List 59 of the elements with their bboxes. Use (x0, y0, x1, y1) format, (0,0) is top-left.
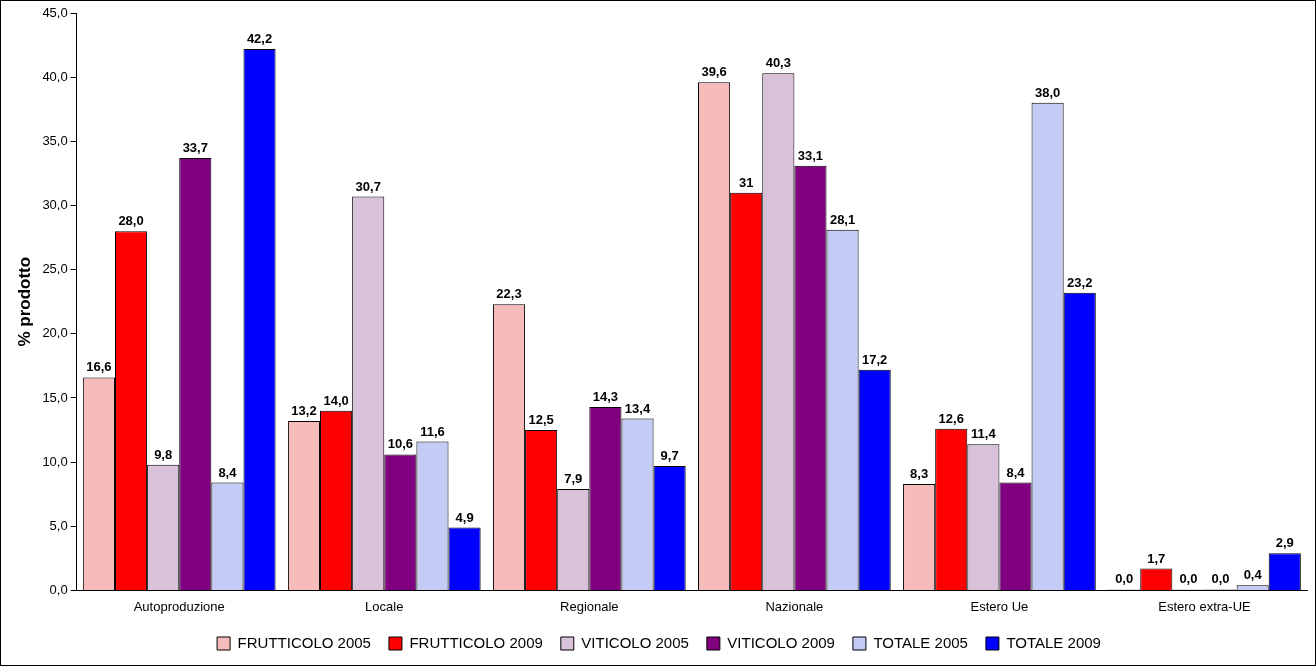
y-tick-label: 40,0 (42, 68, 68, 84)
data-label: 17,2 (862, 351, 888, 367)
data-label: 10,6 (387, 436, 413, 452)
data-label: 33,1 (797, 147, 824, 163)
y-tick-label: 20,0 (42, 325, 68, 341)
data-label: 9,8 (154, 446, 173, 462)
data-label: 0,0 (1179, 571, 1198, 587)
data-label: 33,7 (182, 140, 208, 156)
data-label: 42,2 (246, 31, 273, 47)
data-label: 31 (738, 174, 754, 190)
legend-label: TOTALE 2005 (873, 633, 968, 651)
x-tick-label: Regionale (560, 598, 619, 614)
y-tick-label: 0,0 (49, 581, 68, 597)
y-tick-label: 30,0 (42, 197, 68, 213)
data-label: 23,2 (1067, 274, 1093, 290)
legend-label: FRUTTICOLO 2005 (237, 633, 371, 651)
data-label: 8,3 (910, 465, 929, 481)
y-tick-label: 45,0 (42, 4, 68, 20)
data-label: 28,0 (118, 213, 144, 229)
data-label: 8,4 (218, 464, 238, 480)
legend-label: VITICOLO 2009 (727, 633, 835, 651)
legend-label: FRUTTICOLO 2009 (409, 633, 543, 651)
x-tick-label: Nazionale (765, 598, 824, 614)
data-label: 7,9 (564, 471, 583, 487)
data-label: 39,6 (701, 64, 727, 80)
x-tick-label: Autoproduzione (133, 598, 225, 614)
y-tick-label: 25,0 (42, 261, 68, 277)
data-label: 1,7 (1147, 550, 1166, 566)
data-label: 14,3 (592, 388, 619, 404)
data-label: 2,9 (1275, 535, 1294, 551)
data-label: 22,3 (496, 286, 522, 302)
data-label: 11,4 (971, 426, 997, 442)
data-label: 28,1 (829, 211, 856, 227)
data-label: 12,5 (528, 412, 554, 428)
data-label: 0,0 (1211, 571, 1230, 587)
y-tick-label: 10,0 (42, 453, 68, 469)
y-tick-label: 35,0 (42, 132, 68, 148)
data-label: 30,7 (355, 178, 381, 194)
data-label: 13,4 (624, 400, 651, 416)
data-label: 13,2 (291, 403, 317, 419)
data-label: 38,0 (1034, 84, 1061, 100)
data-label: 0,0 (1115, 571, 1134, 587)
y-tick-label: 15,0 (42, 389, 68, 405)
data-label: 14,0 (323, 392, 349, 408)
data-label: 4,9 (455, 509, 474, 525)
x-tick-label: Locale (365, 598, 404, 614)
x-tick-label: Estero Ue (970, 598, 1029, 614)
legend-label: TOTALE 2009 (1006, 633, 1101, 651)
y-axis-title: % prodotto (14, 256, 34, 347)
data-label: 11,6 (420, 423, 445, 439)
data-label: 40,3 (765, 55, 791, 71)
x-tick-label: Estero extra-UE (1158, 598, 1252, 614)
data-label: 16,6 (86, 359, 112, 375)
data-label: 9,7 (660, 448, 679, 464)
data-label: 8,4 (1006, 464, 1026, 480)
legend-label: VITICOLO 2005 (581, 633, 689, 651)
data-label: 12,6 (938, 410, 964, 426)
data-label: 0,4 (1243, 567, 1263, 583)
y-tick-label: 5,0 (49, 517, 68, 533)
